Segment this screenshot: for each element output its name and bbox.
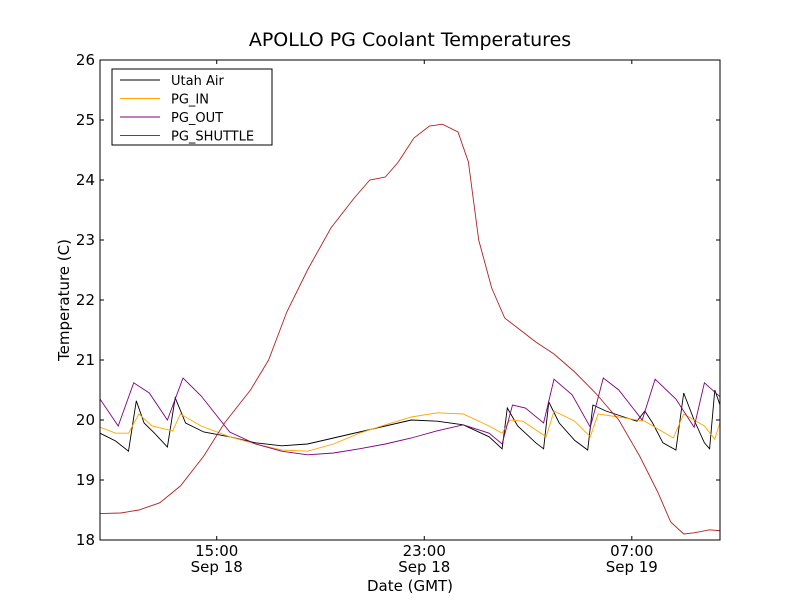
x-axis-label: Date (GMT) xyxy=(367,577,453,595)
y-tick-label: 20 xyxy=(76,411,95,429)
legend: Utah Air PG_IN PG_OUT PG_SHUTTLE xyxy=(111,68,273,146)
x-tick-label-time: 07:00 xyxy=(610,542,653,560)
legend-label: PG_OUT xyxy=(171,111,223,126)
series-line-pg-in xyxy=(100,410,720,452)
legend-label: Utah Air xyxy=(171,74,224,89)
x-tick-label-date: Sep 19 xyxy=(606,558,658,576)
x-tick-label-date: Sep 18 xyxy=(398,558,450,576)
y-tick-label: 19 xyxy=(76,471,95,489)
series-line-pg-out xyxy=(100,377,720,456)
y-tick-label: 22 xyxy=(76,291,95,309)
y-tick-label: 23 xyxy=(76,231,95,249)
y-tick-label: 21 xyxy=(76,351,95,369)
chart-title: APOLLO PG Coolant Temperatures xyxy=(249,29,571,51)
y-tick-label: 24 xyxy=(76,171,95,189)
x-tick-label-time: 23:00 xyxy=(403,542,446,560)
y-tick-label: 25 xyxy=(76,111,95,129)
x-tick-label-date: Sep 18 xyxy=(191,558,243,576)
x-tick-label-time: 15:00 xyxy=(195,542,238,560)
y-axis-label: Temperature (C) xyxy=(55,239,73,362)
y-tick-label: 18 xyxy=(76,531,95,549)
legend-box xyxy=(111,68,273,146)
y-tick-label: 26 xyxy=(76,51,95,69)
legend-label: PG_SHUTTLE xyxy=(171,130,254,145)
series-line-pg-shuttle xyxy=(100,123,720,535)
series-layer xyxy=(100,123,720,535)
legend-label: PG_IN xyxy=(171,93,209,108)
